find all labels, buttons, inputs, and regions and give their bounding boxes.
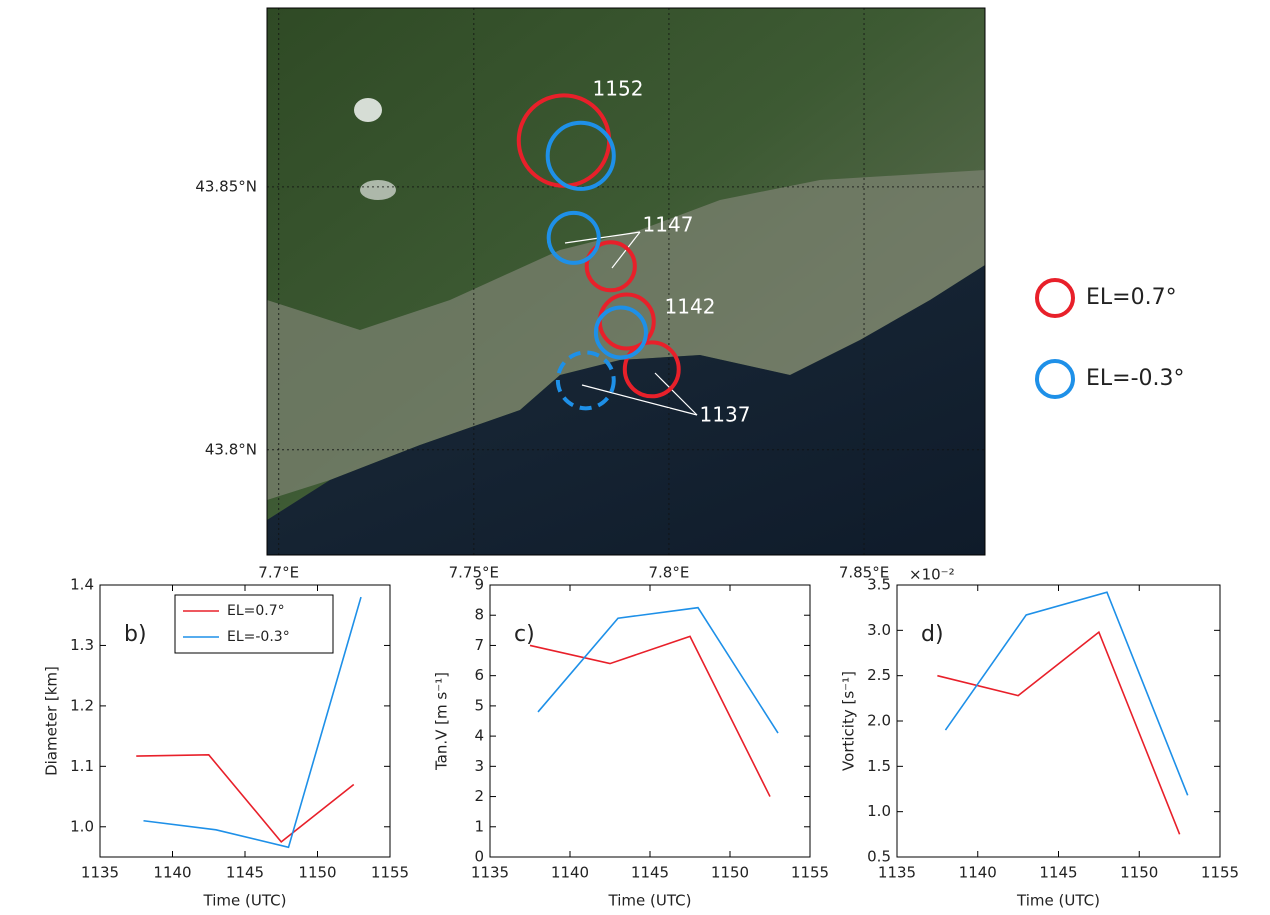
x-tick-label: 7.8°E xyxy=(649,564,690,582)
panel-label: c) xyxy=(514,622,535,647)
y-tick-label: 1.0 xyxy=(867,802,891,820)
data-line xyxy=(937,630,1181,835)
legend-label: EL=-0.3° xyxy=(227,629,290,645)
vortex-circle xyxy=(584,240,637,293)
y-tick-label: 9 xyxy=(474,576,484,594)
x-tick-label: 7.7°E xyxy=(258,564,299,582)
y-tick-label: 5 xyxy=(474,696,484,714)
y-tick-label: 1.5 xyxy=(867,757,891,775)
x-tick-label: 1135 xyxy=(81,864,119,882)
y-tick-label: 1.2 xyxy=(70,696,94,714)
y-tick-label: 2 xyxy=(474,787,484,805)
vortex-circle xyxy=(555,350,616,411)
y-tick-label: 4 xyxy=(474,727,484,745)
panel-label: b) xyxy=(124,622,147,647)
x-tick-label: 1150 xyxy=(298,864,336,882)
time-annotation: 1147 xyxy=(643,213,694,237)
y-tick-label: 3.5 xyxy=(867,576,891,594)
y-tick-label: 2.0 xyxy=(867,712,891,730)
legend-marker xyxy=(1035,278,1075,318)
x-tick-label: 7.75°E xyxy=(449,564,499,582)
legend-label: EL=0.7° xyxy=(1086,285,1177,310)
vortex-circle xyxy=(546,210,601,265)
y-tick-label: 43.8°N xyxy=(205,440,257,458)
panel-label: d) xyxy=(921,622,944,647)
leader-line xyxy=(654,372,698,416)
plot-frame xyxy=(99,584,391,858)
x-tick-label: 1145 xyxy=(1039,864,1077,882)
x-tick-label: 1155 xyxy=(1201,864,1239,882)
y-tick-label: 3 xyxy=(474,757,484,775)
y-tick-label: 7 xyxy=(474,636,484,654)
x-tick-label: 1140 xyxy=(959,864,997,882)
y-tick-label: 1 xyxy=(474,817,484,835)
plot-frame xyxy=(896,584,1221,858)
y-axis-label: Tan.V [m s⁻¹] xyxy=(433,672,451,771)
x-axis-label: Time (UTC) xyxy=(203,892,287,910)
y-tick-label: 43.85°N xyxy=(195,177,257,195)
time-annotation: 1137 xyxy=(700,403,751,427)
time-annotation: 1152 xyxy=(593,77,644,101)
leader-line xyxy=(581,384,698,416)
x-tick-label: 1155 xyxy=(791,864,829,882)
x-tick-label: 1150 xyxy=(1120,864,1158,882)
x-tick-label: 1145 xyxy=(631,864,669,882)
legend-label: EL=0.7° xyxy=(227,603,285,619)
map-background xyxy=(267,8,985,555)
data-line xyxy=(944,591,1189,796)
y-tick-label: 0 xyxy=(474,848,484,866)
legend-box xyxy=(174,594,334,654)
y-tick-label: 1.1 xyxy=(70,757,94,775)
x-tick-label: 1155 xyxy=(371,864,409,882)
y-tick-label: 2.5 xyxy=(867,666,891,684)
data-line xyxy=(136,754,355,844)
legend-label: EL=-0.3° xyxy=(1086,366,1185,391)
time-annotation: 1142 xyxy=(665,295,716,319)
x-tick-label: 1140 xyxy=(551,864,589,882)
vortex-circle xyxy=(545,120,616,191)
x-axis-label: Time (UTC) xyxy=(1016,892,1100,910)
map-frame xyxy=(266,7,986,556)
data-line xyxy=(529,635,771,797)
y-axis-label: Diameter [km] xyxy=(43,666,61,776)
data-line xyxy=(537,606,779,734)
vortex-circle xyxy=(622,340,681,399)
plot-frame xyxy=(489,584,811,858)
y-tick-label: 6 xyxy=(474,666,484,684)
x-tick-label: 1140 xyxy=(153,864,191,882)
offset-text: ×10⁻² xyxy=(909,566,955,584)
y-tick-label: 1.0 xyxy=(70,817,94,835)
x-axis-label: Time (UTC) xyxy=(608,892,692,910)
y-axis-label: Vorticity [s⁻¹] xyxy=(840,671,858,771)
x-tick-label: 7.85°E xyxy=(839,564,889,582)
y-tick-label: 1.3 xyxy=(70,636,94,654)
x-tick-label: 1135 xyxy=(878,864,916,882)
y-tick-label: 8 xyxy=(474,606,484,624)
y-tick-label: 0.5 xyxy=(867,848,891,866)
data-line xyxy=(143,596,362,849)
x-tick-label: 1135 xyxy=(471,864,509,882)
y-tick-label: 3.0 xyxy=(867,621,891,639)
legend-marker xyxy=(1035,359,1075,399)
leader-line xyxy=(564,231,641,244)
x-tick-label: 1145 xyxy=(226,864,264,882)
x-tick-label: 1150 xyxy=(711,864,749,882)
vortex-circle xyxy=(593,305,648,360)
y-tick-label: 1.4 xyxy=(70,576,94,594)
